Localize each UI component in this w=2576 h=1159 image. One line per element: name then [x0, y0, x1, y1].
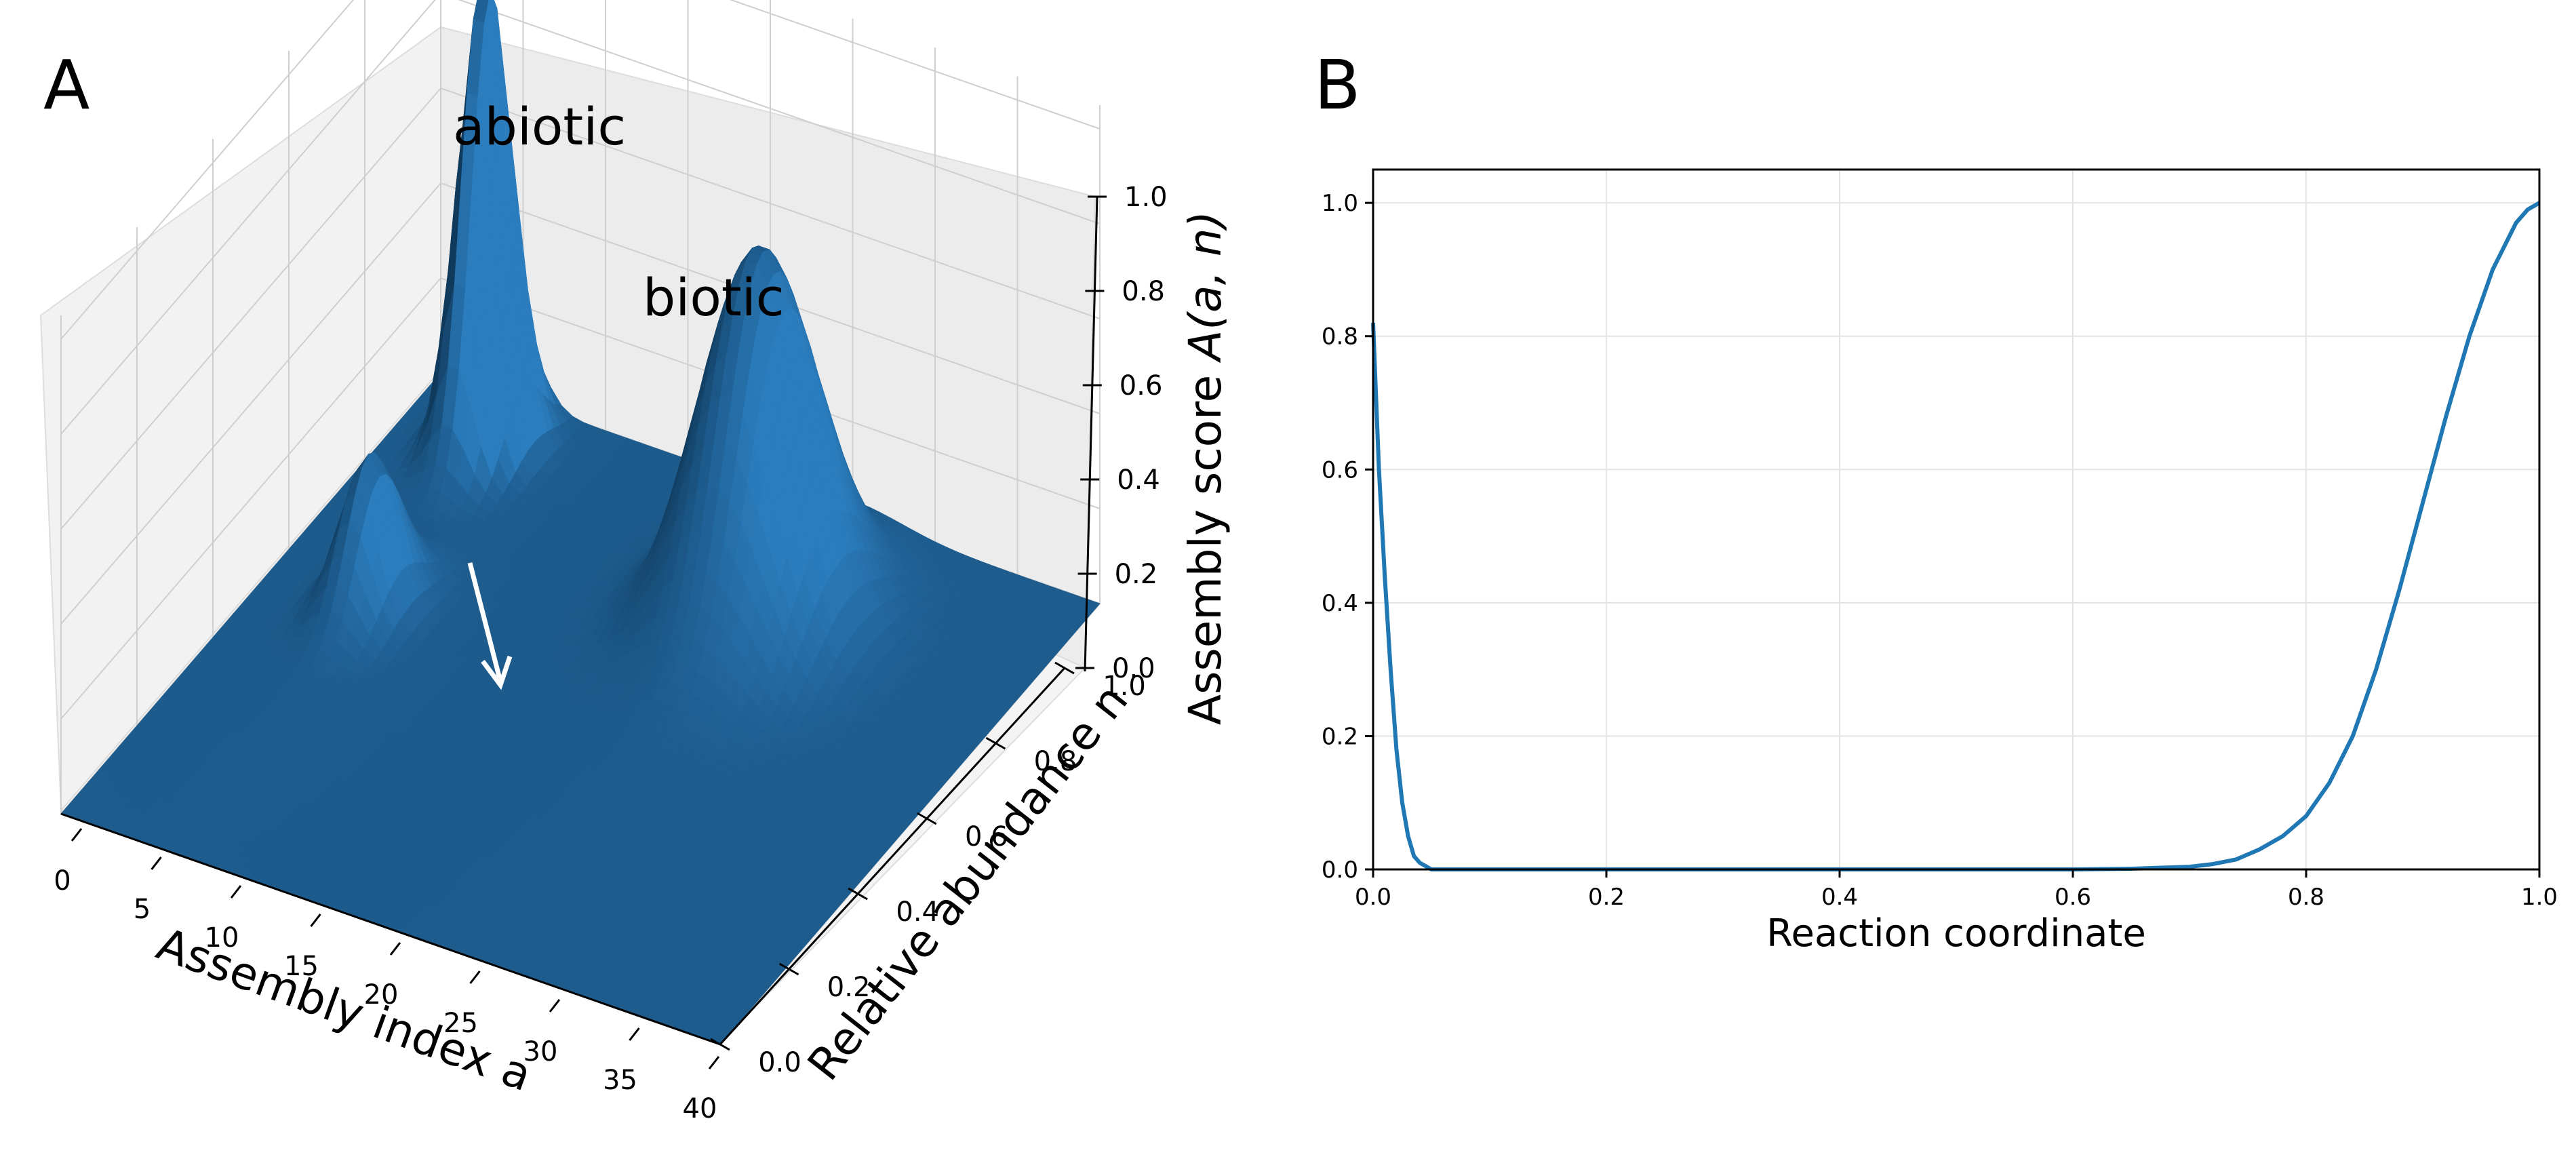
x-tick-mark	[708, 1056, 720, 1069]
z-axis-ticks: 0.0 0.2 0.4 0.6 0.8 1.0	[1075, 182, 1168, 684]
x-tick-label: 1.0	[2521, 884, 2558, 911]
x-tick-label: 40	[683, 1093, 717, 1124]
x-axis-line	[60, 812, 721, 1046]
line-y-ticks: 0.0 0.2 0.4 0.6 0.8 1.0	[1322, 190, 1373, 884]
x-tick-mark	[469, 970, 481, 984]
z-axis-label-math: A(a, n)	[1179, 211, 1231, 364]
y-tick-label: 0.2	[827, 972, 871, 1003]
y-axis-line	[719, 667, 1066, 1046]
grid-line	[60, 277, 1101, 720]
y-tick-label: 1.0	[1322, 190, 1358, 217]
z-axis-label: Assembly score A(a, n)	[1179, 211, 1231, 725]
y-tick-mark	[985, 736, 1006, 750]
z-tick-label: 0.0	[1112, 653, 1155, 684]
y-tick-mark	[917, 812, 937, 825]
x-tick-label: 0.8	[2288, 884, 2324, 911]
y-tick-label: 0.0	[1322, 857, 1358, 884]
y-tick-label: 1.0	[1103, 671, 1146, 702]
transition-arrow-head	[481, 655, 513, 690]
surface-plot-3d: abiotic biotic 0.0 0.2 0.4 0.6 0.8 1.0 Assemb…	[39, 0, 1231, 1124]
x-tick-mark	[230, 885, 242, 899]
y-tick-label: 0.8	[1034, 746, 1077, 777]
y-tick-label: 0.6	[1322, 456, 1358, 484]
x-tick-label: 15	[284, 951, 319, 982]
grid-line	[60, 0, 1101, 435]
line-series	[1371, 201, 2541, 871]
y-tick-label: 0.4	[1322, 590, 1358, 617]
y-axis-ticks: 0.0 0.2 0.4 0.6 0.8 1.0	[710, 661, 1146, 1078]
grid-line	[60, 0, 1101, 340]
x-tick-label: 0.0	[1355, 884, 1391, 911]
panel-b-label: B	[1314, 45, 1361, 125]
x-tick-label: 30	[523, 1036, 558, 1067]
z-axis-line	[1084, 196, 1098, 672]
x-tick-mark	[549, 999, 561, 1013]
y-tick-label: 0.6	[965, 821, 1008, 852]
x-axis-ticks: 0 5 10 15 20 25 30 35 40	[54, 828, 720, 1124]
x-tick-mark	[389, 942, 401, 956]
y-tick-label: 0.8	[1322, 323, 1358, 351]
z-tick-label: 0.6	[1119, 370, 1163, 401]
x-tick-label: 25	[443, 1008, 478, 1039]
x-tick-label: 5	[134, 894, 151, 925]
x-tick-mark	[71, 828, 83, 842]
plot-frame	[1372, 168, 2541, 871]
z-tick-label: 0.4	[1117, 465, 1160, 496]
y-tick-label: 0.4	[896, 897, 939, 928]
annotation-abiotic: abiotic	[453, 96, 626, 157]
line-x-axis-label: Reaction coordinate	[1766, 911, 2146, 956]
x-tick-mark	[151, 857, 162, 870]
y-tick-mark	[778, 962, 799, 976]
x-tick-label: 10	[205, 922, 239, 954]
y-tick-mark	[710, 1038, 730, 1051]
z-tick-label: 1.0	[1124, 182, 1168, 213]
x-tick-mark	[629, 1027, 640, 1041]
line-plot: 0.0 0.2 0.4 0.6 0.8 1.0 0.0 0.2 0.4 0.6 0.8 1.0 Re…	[1322, 168, 2558, 956]
z-axis-label-text: Assembly score	[1179, 361, 1231, 725]
x-tick-label: 20	[364, 979, 399, 1010]
series-line-profile	[1371, 201, 2541, 871]
surface-mesh	[60, 0, 1101, 1045]
x-tick-label: 0.2	[1588, 884, 1625, 911]
grid-line	[60, 182, 1101, 625]
x-tick-mark	[310, 914, 321, 927]
line-x-ticks: 0.0 0.2 0.4 0.6 0.8 1.0	[1355, 869, 2558, 911]
y-tick-mark	[848, 887, 868, 901]
grid-line	[60, 87, 1101, 530]
z-tick-label: 0.2	[1115, 559, 1158, 590]
y-tick-label: 0.0	[758, 1047, 801, 1078]
transition-arrow	[467, 562, 503, 682]
line-plot-gridlines	[1372, 170, 2540, 870]
y-tick-label: 0.2	[1322, 723, 1358, 750]
annotation-biotic: biotic	[643, 267, 785, 328]
panel-a-label: A	[43, 45, 90, 125]
y-tick-mark	[1054, 661, 1075, 675]
x-tick-label: 0.4	[1821, 884, 1858, 911]
x-tick-label: 0.6	[2055, 884, 2091, 911]
x-tick-label: 0	[54, 865, 71, 897]
x-tick-label: 35	[603, 1065, 637, 1096]
z-tick-label: 0.8	[1122, 276, 1165, 307]
